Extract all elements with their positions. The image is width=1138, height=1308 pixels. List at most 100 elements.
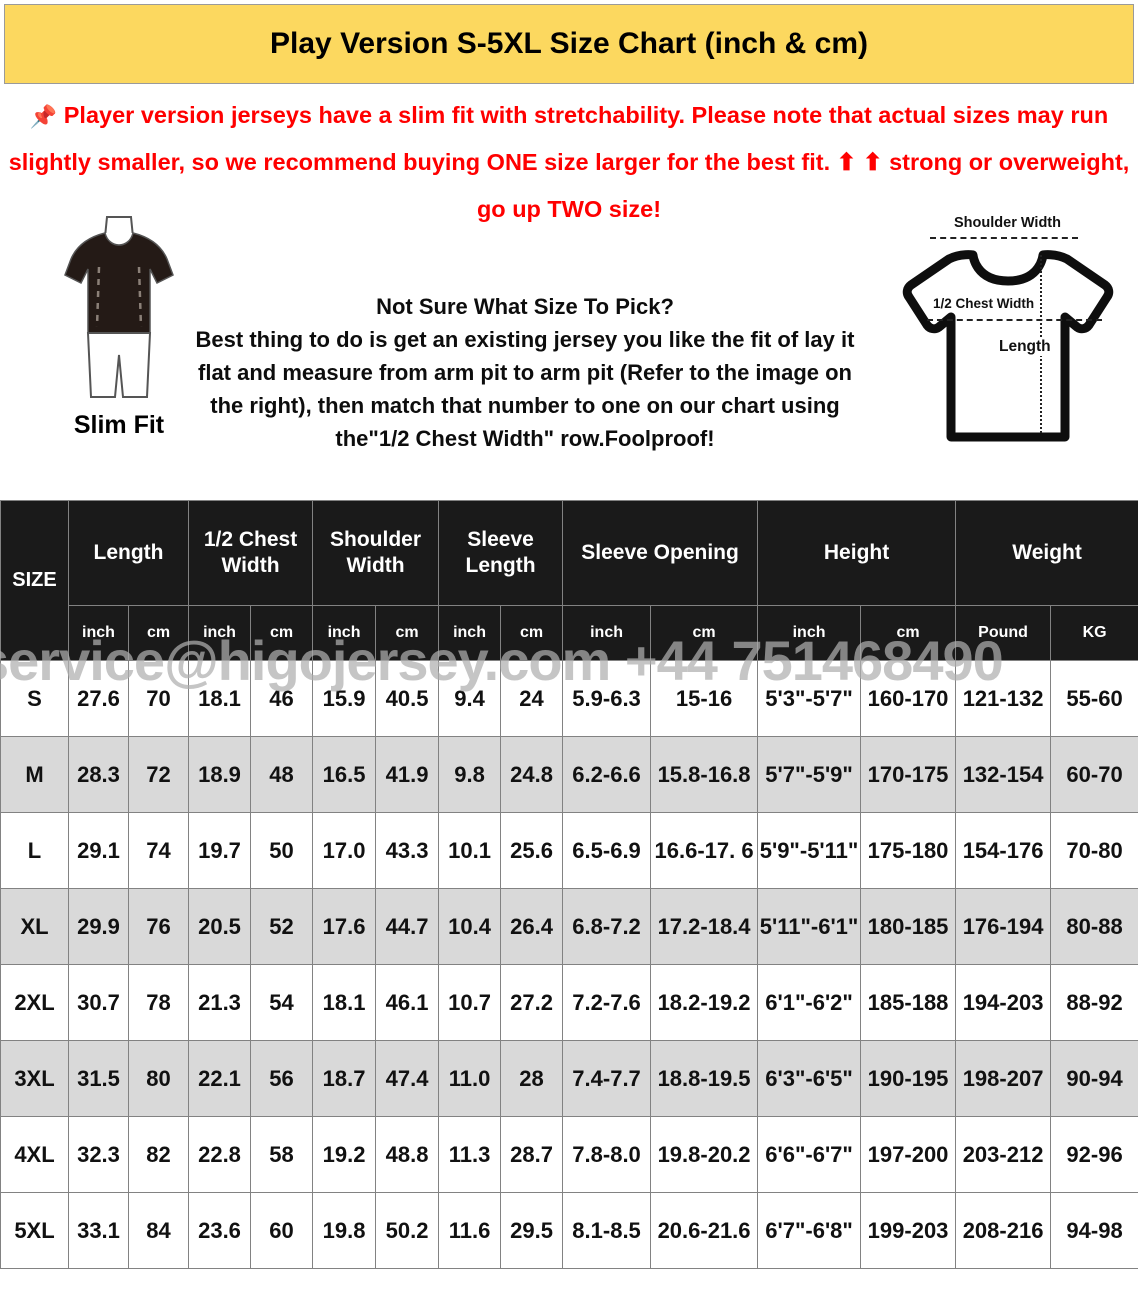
measurement-cell: 190-195 bbox=[860, 1040, 957, 1117]
measurement-cell: 18.7 bbox=[312, 1040, 377, 1117]
column-header-sleeve-length: Sleeve Length bbox=[438, 500, 564, 606]
unit-header-height-cm: cm bbox=[860, 605, 957, 661]
measurement-cell: 16.6-17. 6 bbox=[650, 812, 759, 889]
group-header-row: SIZE Length 1/2 Chest Width Shoulder Wid… bbox=[0, 500, 1138, 661]
half-chest-width-label: 1/2 Chest Width bbox=[931, 296, 1037, 311]
measurement-cell: 78 bbox=[127, 964, 190, 1041]
measurement-cell: 23.6 bbox=[188, 1192, 252, 1269]
table-row: 2XL 30.7 78 21.3 54 18.1 46.1 10.7 27.2 7.2-7.6 18… bbox=[0, 964, 1138, 1041]
measurement-cell: 28.3 bbox=[68, 736, 129, 813]
measurement-cell: 6.8-7.2 bbox=[562, 888, 652, 965]
unit-header-sleeveopen-cm: cm bbox=[650, 605, 759, 661]
table-row: L 29.1 74 19.7 50 17.0 43.3 10.1 25.6 6.5-6.9 16.6… bbox=[0, 812, 1138, 889]
measurement-cell: 32.3 bbox=[68, 1116, 129, 1193]
measurement-cell: 185-188 bbox=[860, 964, 957, 1041]
measurement-cell: 8.1-8.5 bbox=[562, 1192, 652, 1269]
table-row: 3XL 31.5 80 22.1 56 18.7 47.4 11.0 28 7.4-7.7 18.8… bbox=[0, 1040, 1138, 1117]
measurement-cell: 29.5 bbox=[500, 1192, 564, 1269]
size-label-cell: S bbox=[0, 660, 69, 737]
size-label-cell: M bbox=[0, 736, 69, 813]
measurement-cell: 80 bbox=[127, 1040, 190, 1117]
measurement-cell: 5'3"-5'7" bbox=[757, 660, 862, 737]
page-title: Play Version S-5XL Size Chart (inch & cm… bbox=[270, 27, 868, 60]
measurement-cell: 15.9 bbox=[312, 660, 377, 737]
measurement-cell: 48 bbox=[250, 736, 314, 813]
measurement-cell: 19.7 bbox=[188, 812, 252, 889]
measurement-cell: 17.0 bbox=[312, 812, 377, 889]
measurement-cell: 7.2-7.6 bbox=[562, 964, 652, 1041]
measurement-cell: 6'6"-6'7" bbox=[757, 1116, 862, 1193]
title-banner: Play Version S-5XL Size Chart (inch & cm… bbox=[4, 4, 1134, 84]
column-header-length: Length bbox=[67, 500, 190, 606]
measurement-cell: 56 bbox=[250, 1040, 314, 1117]
measurement-cell: 48.8 bbox=[375, 1116, 440, 1193]
table-row: XL 29.9 76 20.5 52 17.6 44.7 10.4 26.4 6.8-7.2 17.… bbox=[0, 888, 1138, 965]
measurement-cell: 6.5-6.9 bbox=[562, 812, 652, 889]
size-table-head: SIZE Length 1/2 Chest Width Shoulder Wid… bbox=[0, 500, 1138, 661]
size-label-cell: 4XL bbox=[0, 1116, 69, 1193]
measurement-cell: 203-212 bbox=[955, 1116, 1052, 1193]
measurement-cell: 60 bbox=[250, 1192, 314, 1269]
measurement-cell: 27.2 bbox=[500, 964, 564, 1041]
measurement-cell: 22.1 bbox=[188, 1040, 252, 1117]
measurement-cell: 70 bbox=[127, 660, 190, 737]
measurement-cell: 27.6 bbox=[68, 660, 129, 737]
unit-header-chest-inch: inch bbox=[188, 605, 252, 661]
measurement-cell: 18.9 bbox=[188, 736, 252, 813]
measurement-cell: 7.4-7.7 bbox=[562, 1040, 652, 1117]
unit-header-row: inch cm inch cm inch cm inch cm inch cm … bbox=[1, 605, 1138, 661]
tee-measurement-diagram: Shoulder Width 1/2 Chest Width Length bbox=[885, 215, 1130, 445]
measurement-cell: 16.5 bbox=[312, 736, 377, 813]
measurement-cell: 29.9 bbox=[68, 888, 129, 965]
measurement-cell: 18.1 bbox=[188, 660, 252, 737]
measurement-cell: 25.6 bbox=[500, 812, 564, 889]
table-row: 4XL 32.3 82 22.8 58 19.2 48.8 11.3 28.7 7.8-8.0 19… bbox=[0, 1116, 1138, 1193]
size-label-cell: 3XL bbox=[0, 1040, 69, 1117]
measurement-cell: 10.7 bbox=[438, 964, 502, 1041]
measurement-cell: 18.8-19.5 bbox=[650, 1040, 759, 1117]
unit-header-height-inch: inch bbox=[757, 605, 862, 661]
measurement-cell: 92-96 bbox=[1050, 1116, 1138, 1193]
unit-header-length-cm: cm bbox=[127, 605, 190, 661]
measurement-cell: 10.4 bbox=[438, 888, 502, 965]
measurement-cell: 20.5 bbox=[188, 888, 252, 965]
column-header-sleeve-opening: Sleeve Opening bbox=[562, 500, 759, 606]
sizing-guidance: Not Sure What Size To Pick? Best thing t… bbox=[180, 290, 870, 455]
fit-notice-text: Player version jerseys have a slim fit w… bbox=[8, 102, 1130, 222]
measurement-cell: 194-203 bbox=[955, 964, 1052, 1041]
measurement-cell: 60-70 bbox=[1050, 736, 1138, 813]
measurement-cell: 72 bbox=[127, 736, 190, 813]
measurement-cell: 176-194 bbox=[955, 888, 1052, 965]
measurement-cell: 11.3 bbox=[438, 1116, 502, 1193]
measurement-cell: 9.4 bbox=[438, 660, 502, 737]
measurement-cell: 180-185 bbox=[860, 888, 957, 965]
unit-header-length-inch: inch bbox=[68, 605, 129, 661]
measurement-cell: 54 bbox=[250, 964, 314, 1041]
measurement-cell: 76 bbox=[127, 888, 190, 965]
measurement-cell: 160-170 bbox=[860, 660, 957, 737]
measurement-cell: 41.9 bbox=[375, 736, 440, 813]
measurement-cell: 44.7 bbox=[375, 888, 440, 965]
measurement-cell: 18.1 bbox=[312, 964, 377, 1041]
unit-header-shoulder-cm: cm bbox=[375, 605, 440, 661]
slim-fit-label: Slim Fit bbox=[73, 411, 165, 439]
measurement-cell: 31.5 bbox=[68, 1040, 129, 1117]
measurement-cell: 50.2 bbox=[375, 1192, 440, 1269]
measurement-cell: 20.6-21.6 bbox=[650, 1192, 759, 1269]
measurement-cell: 70-80 bbox=[1050, 812, 1138, 889]
unit-header-shoulder-inch: inch bbox=[312, 605, 377, 661]
measurement-cell: 47.4 bbox=[375, 1040, 440, 1117]
measurement-cell: 11.6 bbox=[438, 1192, 502, 1269]
measurement-cell: 28 bbox=[500, 1040, 564, 1117]
column-header-size: SIZE bbox=[0, 500, 69, 661]
measurement-cell: 6.2-6.6 bbox=[562, 736, 652, 813]
measurement-cell: 132-154 bbox=[955, 736, 1052, 813]
unit-header-sleevelen-inch: inch bbox=[438, 605, 502, 661]
measurement-cell: 198-207 bbox=[955, 1040, 1052, 1117]
measurement-cell: 82 bbox=[127, 1116, 190, 1193]
measurement-cell: 175-180 bbox=[860, 812, 957, 889]
measurement-cell: 84 bbox=[127, 1192, 190, 1269]
measurement-cell: 29.1 bbox=[68, 812, 129, 889]
measurement-cell: 9.8 bbox=[438, 736, 502, 813]
measurement-cell: 6'1"-6'2" bbox=[757, 964, 862, 1041]
